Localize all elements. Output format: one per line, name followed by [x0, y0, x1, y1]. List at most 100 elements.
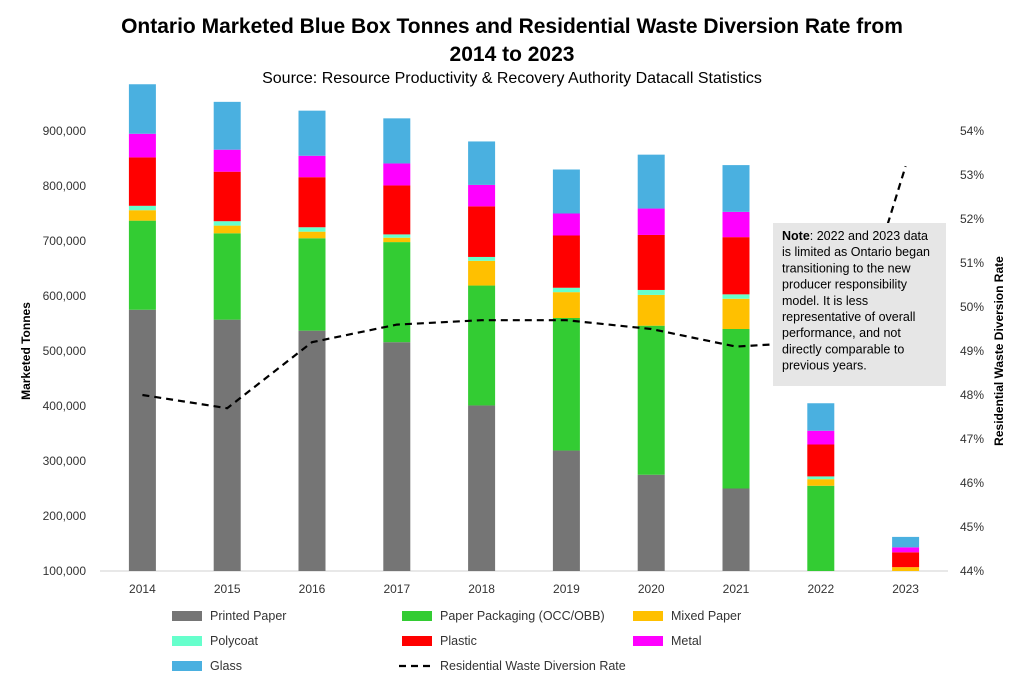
note-line: producer responsibility	[782, 278, 908, 292]
note-line: performance, and not	[782, 326, 901, 340]
bar-segment-mixed-paper	[892, 567, 920, 571]
bar-segment-printed-paper	[213, 319, 241, 571]
y2-tick-label: 51%	[960, 256, 984, 270]
bar-segment-mixed-paper	[637, 294, 665, 326]
bar-segment-metal	[128, 133, 156, 158]
legend-label: Polycoat	[210, 634, 258, 648]
bar-segment-paper-packaging-occ-obb-	[637, 325, 665, 475]
legend-label: Mixed Paper	[671, 609, 741, 623]
x-tick-label: 2019	[553, 582, 580, 596]
x-tick-label: 2021	[723, 582, 750, 596]
legend-swatch	[633, 636, 663, 646]
bar-segment-paper-packaging-occ-obb-	[722, 329, 750, 489]
x-tick-label: 2016	[299, 582, 326, 596]
bar-segment-polycoat	[722, 294, 750, 299]
bar-segment-glass	[552, 169, 580, 214]
bar-segment-paper-packaging-occ-obb-	[468, 285, 496, 406]
legend-label: Metal	[671, 634, 702, 648]
bar-segment-polycoat	[468, 256, 496, 261]
y-tick-label: 500,000	[43, 344, 87, 358]
note-bold-label: Note	[782, 229, 810, 243]
y2-tick-label: 53%	[960, 168, 984, 182]
bar-segment-polycoat	[128, 205, 156, 211]
legend-swatch	[402, 611, 432, 621]
bar-segment-plastic	[722, 237, 750, 295]
diversion-rate-line	[142, 319, 774, 410]
note-box	[773, 223, 946, 386]
note-line: model. It is less	[782, 294, 868, 308]
bar-segment-mixed-paper	[468, 260, 496, 286]
bar-segment-glass	[383, 118, 411, 164]
note-line: representative of overall	[782, 310, 915, 324]
bar-segment-plastic	[128, 157, 156, 206]
y-tick-label: 800,000	[43, 179, 87, 193]
bar-segment-plastic	[892, 552, 920, 568]
y2-tick-label: 45%	[960, 520, 984, 534]
legend-label: Residential Waste Diversion Rate	[440, 659, 626, 673]
bar-segment-paper-packaging-occ-obb-	[128, 220, 156, 310]
bar-segment-printed-paper	[722, 488, 750, 571]
bar-segment-printed-paper	[552, 450, 580, 571]
bar-segment-metal	[383, 163, 411, 186]
legend-swatch	[172, 636, 202, 646]
x-tick-label: 2018	[468, 582, 495, 596]
legend-label: Plastic	[440, 634, 477, 648]
bar-segment-paper-packaging-occ-obb-	[298, 238, 326, 331]
bar-segment-mixed-paper	[128, 210, 156, 221]
bar-segment-mixed-paper	[552, 292, 580, 318]
bar-segment-glass	[892, 536, 920, 548]
bar-segment-metal	[892, 547, 920, 553]
bar-segment-mixed-paper	[722, 298, 750, 329]
bar-segment-plastic	[213, 171, 241, 222]
bar-segment-mixed-paper	[807, 479, 835, 486]
note-line: previous years.	[782, 359, 867, 373]
bar-segment-plastic	[298, 177, 326, 228]
x-tick-label: 2014	[129, 582, 156, 596]
y-tick-label: 200,000	[43, 509, 87, 523]
bar-segment-metal	[722, 211, 750, 238]
bar-segment-polycoat	[213, 221, 241, 226]
legend-label: Printed Paper	[210, 609, 286, 623]
x-tick-label: 2015	[214, 582, 241, 596]
bar-segment-glass	[637, 154, 665, 209]
y2-tick-label: 49%	[960, 344, 984, 358]
bar-segment-paper-packaging-occ-obb-	[807, 485, 835, 571]
chart-title-line2: 2014 to 2023	[449, 43, 575, 66]
legend-swatch	[633, 611, 663, 621]
legend-swatch	[402, 636, 432, 646]
legend-label: Glass	[210, 659, 242, 673]
bar-segment-printed-paper	[383, 342, 411, 571]
bar-segment-paper-packaging-occ-obb-	[213, 233, 241, 320]
legend-swatch	[172, 661, 202, 671]
bar-segment-plastic	[468, 206, 496, 257]
bar-segment-metal	[552, 213, 580, 236]
legend-swatch	[172, 611, 202, 621]
bar-segment-printed-paper	[128, 309, 156, 571]
bar-segment-metal	[637, 208, 665, 235]
bar-segment-polycoat	[298, 227, 326, 232]
bar-segment-plastic	[807, 444, 835, 477]
y2-tick-label: 50%	[960, 300, 984, 314]
bar-segment-plastic	[383, 185, 411, 235]
bar-segment-glass	[722, 165, 750, 212]
x-tick-label: 2020	[638, 582, 665, 596]
y2-tick-label: 46%	[960, 476, 984, 490]
y2-tick-label: 47%	[960, 432, 984, 446]
bar-segment-polycoat	[383, 234, 411, 238]
note-line-rest: : 2022 and 2023 data	[810, 229, 928, 243]
x-tick-label: 2023	[892, 582, 919, 596]
bar-segment-paper-packaging-occ-obb-	[552, 318, 580, 451]
x-tick-label: 2017	[383, 582, 410, 596]
bar-segment-printed-paper	[468, 405, 496, 571]
bar-segment-polycoat	[552, 287, 580, 293]
legend-label: Paper Packaging (OCC/OBB)	[440, 609, 605, 623]
note-line: transitioning to the new	[782, 261, 912, 275]
bar-segment-mixed-paper	[213, 225, 241, 234]
bar-segment-metal	[468, 184, 496, 207]
note-line: directly comparable to	[782, 342, 904, 356]
y-tick-label: 300,000	[43, 454, 87, 468]
y-tick-label: 600,000	[43, 289, 87, 303]
y2-tick-label: 48%	[960, 388, 984, 402]
bar-segment-mixed-paper	[383, 237, 411, 243]
